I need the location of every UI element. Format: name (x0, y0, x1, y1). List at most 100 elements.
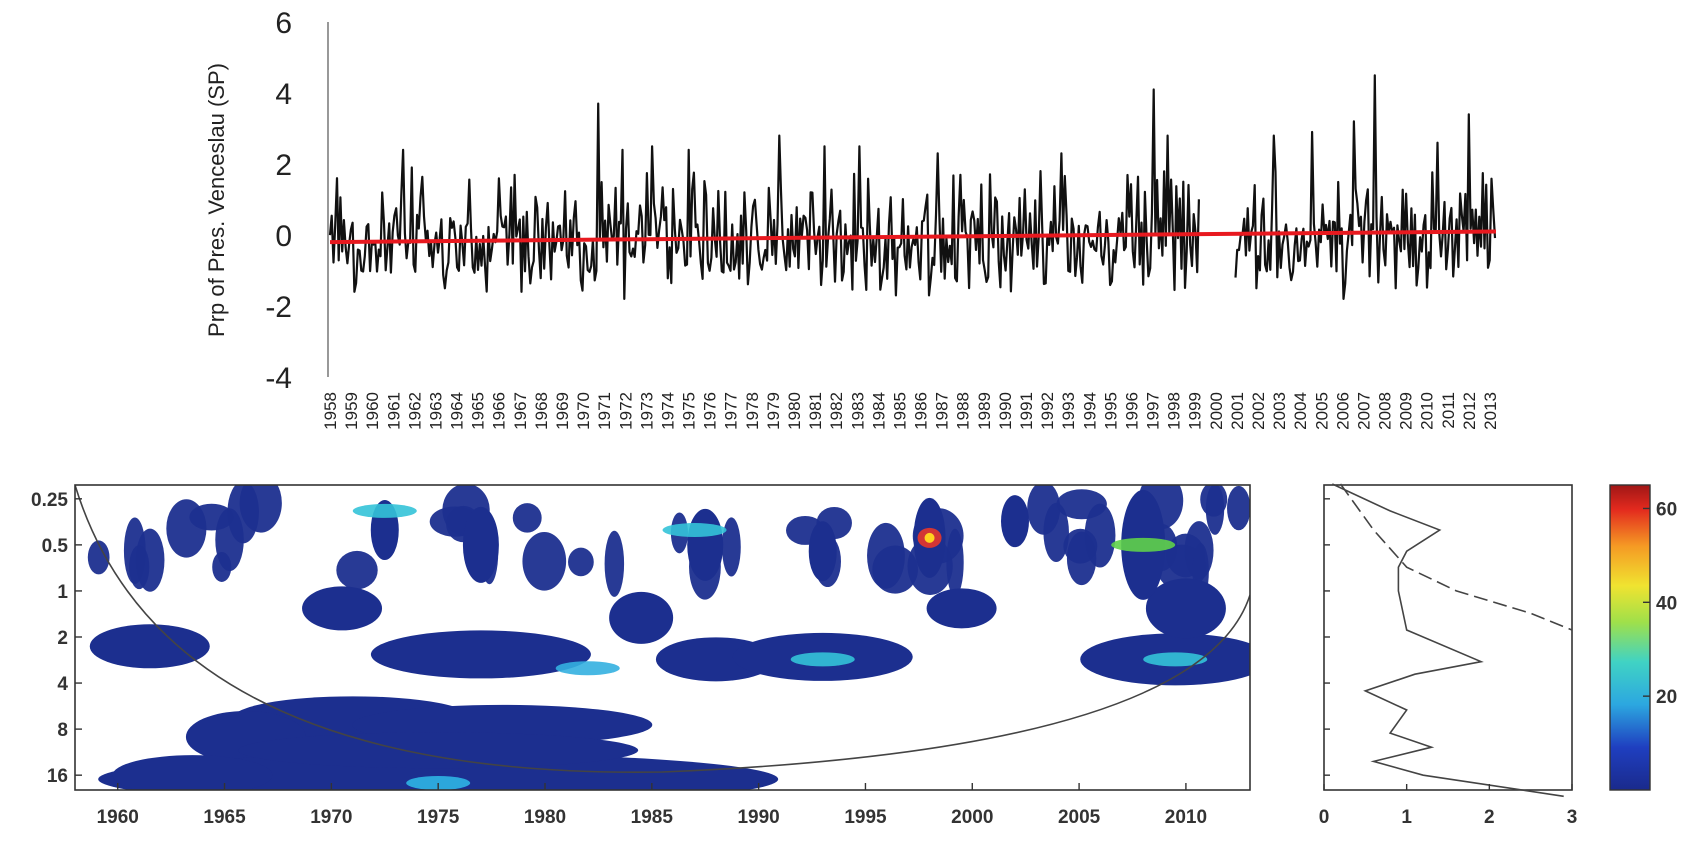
power-contour (926, 588, 997, 629)
x-tick-label: 1961 (384, 392, 403, 430)
x-tick-label: 2000 (1207, 392, 1226, 430)
power-contour (808, 521, 837, 582)
x-tick-label: 1958 (321, 392, 340, 430)
x-tick-label: 1975 (417, 807, 460, 828)
y-tick-label: 0.5 (42, 536, 69, 557)
x-tick-label: 1969 (553, 392, 572, 430)
x-tick-label: 1982 (827, 392, 846, 430)
power-contour (370, 630, 591, 679)
colorbar-tick-label: 40 (1656, 593, 1677, 614)
x-tick-label: 1983 (848, 392, 867, 430)
x-tick-label: 2000 (951, 807, 993, 828)
y-tick-label: -2 (265, 291, 292, 324)
x-tick-label: 2010 (1165, 807, 1207, 828)
y-tick-label: 4 (275, 78, 292, 111)
x-tick-label: 1978 (743, 392, 762, 430)
power-contour (1001, 495, 1029, 548)
power-contour (687, 508, 724, 581)
x-tick-label: 1960 (97, 807, 139, 828)
x-tick-label: 2006 (1333, 392, 1352, 430)
x-tick-label: 1986 (912, 392, 931, 430)
x-tick-label: 1971 (595, 392, 614, 430)
global-wavelet-panel: 0 1 2 3 (1319, 483, 1577, 828)
x-tick-label: 2001 (1228, 392, 1247, 430)
x-tick-label: 2005 (1312, 392, 1331, 430)
x-tick-label: 1 (1401, 807, 1412, 828)
x-tick-label: 2012 (1460, 392, 1479, 430)
x-tick-label: 2005 (1058, 807, 1101, 828)
x-tick-label: 1963 (427, 392, 446, 430)
power-contour (1056, 489, 1107, 520)
power-contour (522, 531, 567, 591)
x-tick-label: 1980 (785, 392, 804, 430)
x-tick-label: 1988 (954, 392, 973, 430)
x-tick-label: 2010 (1418, 392, 1437, 430)
x-tick-label: 2009 (1397, 392, 1416, 430)
x-tick-label: 1996 (1123, 392, 1142, 430)
x-tick-label: 1973 (637, 392, 656, 430)
y-tick-label: 6 (275, 7, 292, 40)
x-tick-label: 1985 (631, 807, 674, 828)
x-tick-label: 1997 (1144, 392, 1163, 430)
x-tick-label: 1990 (737, 807, 779, 828)
x-tick-label: 2004 (1291, 392, 1310, 430)
power-contour (721, 517, 741, 577)
power-hotspot (1143, 652, 1208, 667)
power-contour (1200, 485, 1228, 517)
power-contour (336, 550, 378, 590)
power-contour (166, 499, 207, 558)
power-contour (568, 547, 594, 577)
trend-line (329, 229, 1497, 245)
colorbar-panel: 60 40 20 (1609, 484, 1677, 791)
global-frame (1323, 484, 1573, 791)
power-contour (1043, 502, 1069, 563)
x-tick-label: 1965 (469, 392, 488, 430)
y-tick-label: 0.25 (31, 490, 68, 511)
cone-of-influence (75, 485, 1250, 773)
x-tick-label: 2003 (1270, 392, 1289, 430)
x-tick-label: 1987 (933, 392, 952, 430)
power-hotspot (1111, 537, 1176, 552)
x-tick-label: 1993 (1059, 392, 1078, 430)
power-contour (609, 591, 674, 644)
x-tick-label: 1991 (1017, 392, 1036, 430)
power-contour (238, 732, 639, 769)
power-contour (227, 485, 259, 544)
power-contour (123, 517, 146, 585)
power-hotspot-core (924, 532, 935, 543)
x-tick-label: 1995 (844, 807, 887, 828)
x-tick-label: 1984 (869, 392, 888, 430)
x-tick-label: 1975 (680, 392, 699, 430)
power-contour (462, 506, 499, 583)
wavelet-power-panel: 0.25 0.5 1 2 4 8 16 1960 1965 1970 1975 1980 1985 199… (31, 484, 1251, 828)
y-tick-label: 8 (57, 720, 68, 741)
x-tick-label: 1999 (1186, 392, 1205, 430)
x-tick-label: 1962 (405, 392, 424, 430)
power-hotspot (790, 652, 855, 667)
x-tick-label: 1977 (722, 392, 741, 430)
y-tick-label: -4 (265, 362, 292, 395)
x-tick-label: 1980 (524, 807, 566, 828)
power-hotspot (352, 503, 417, 518)
colorbar-tick-label: 20 (1656, 687, 1677, 708)
power-contour (512, 503, 542, 533)
x-tick-label: 1981 (806, 392, 825, 430)
power-hotspot (555, 661, 620, 676)
x-tick-label: 1970 (574, 392, 593, 430)
power-contour (1145, 578, 1226, 639)
series-line-precipitation (328, 74, 1497, 300)
power-contour (867, 522, 905, 589)
x-tick-label: 1965 (203, 807, 246, 828)
global-power-line (1331, 483, 1564, 798)
y-tick-label: 16 (47, 766, 68, 787)
y-tick-label: 2 (57, 628, 68, 649)
significance-line (1339, 483, 1573, 631)
power-hotspot (406, 775, 471, 790)
power-contour (1063, 528, 1098, 564)
x-tick-label: 1998 (1165, 392, 1184, 430)
x-tick-label: 1960 (363, 392, 382, 430)
x-tick-label: 1968 (532, 392, 551, 430)
colorbar (1609, 484, 1651, 791)
